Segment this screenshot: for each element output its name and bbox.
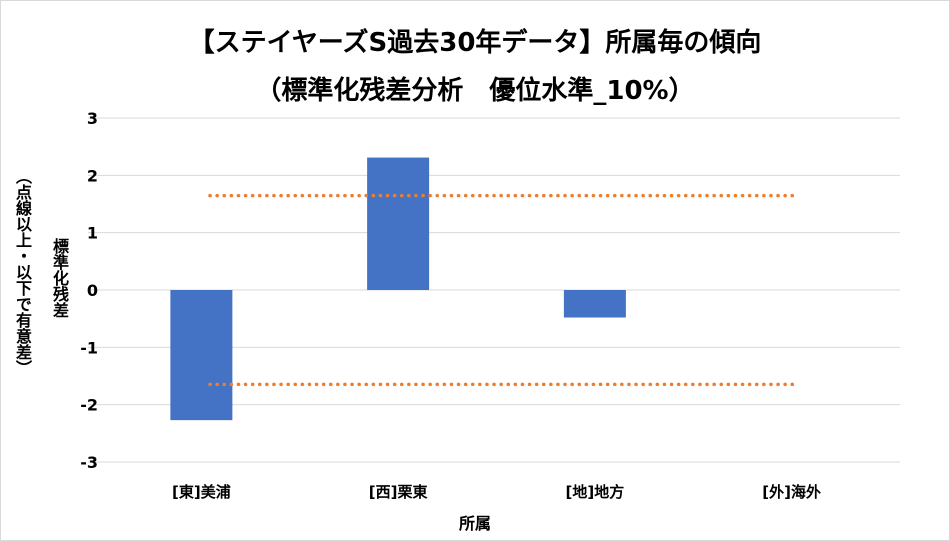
y-tick-label: 0 [87, 281, 98, 300]
chart-subtitle: （標準化残差分析 優位水準_10%） [255, 76, 695, 106]
y-tick-label: -2 [80, 396, 98, 415]
bar-1 [367, 157, 430, 290]
y-tick-label: 1 [87, 224, 98, 243]
bar-2 [563, 290, 626, 318]
y-tick-label: -3 [80, 453, 98, 472]
x-tick-label: [西]栗東 [369, 483, 428, 501]
x-axis-label: 所属 [458, 514, 491, 533]
y-tick-label: 3 [87, 109, 98, 128]
y-axis-label: 標準化残差 [50, 238, 69, 318]
x-tick-label: [地]地方 [566, 483, 625, 501]
x-tick-label: [東]美浦 [172, 483, 231, 501]
chart-title: 【ステイヤーズS過去30年データ】所属毎の傾向 [188, 28, 762, 58]
y-axis-note: （点線以上・以下で有意差） [13, 168, 32, 376]
y-tick-label: -1 [80, 338, 98, 357]
y-tick-label: 2 [87, 166, 98, 185]
bar-0 [170, 290, 233, 421]
x-tick-label: [外]海外 [762, 483, 821, 501]
